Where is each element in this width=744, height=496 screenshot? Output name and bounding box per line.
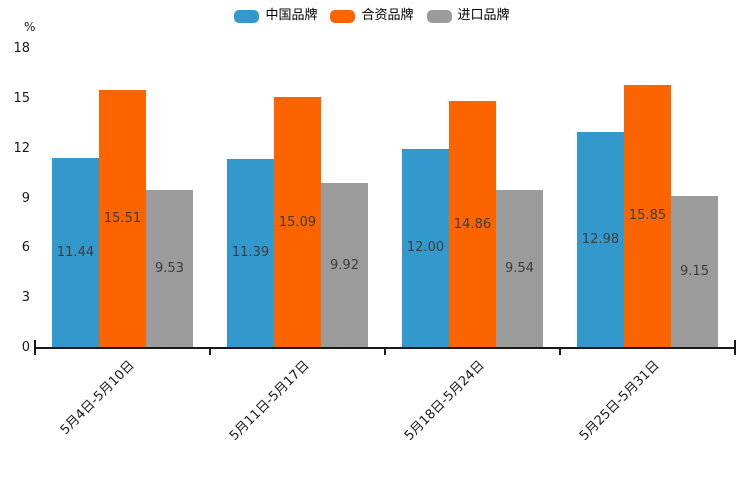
x-axis-tick <box>559 348 561 355</box>
x-category-label: 5月18日-5月24日 <box>401 358 488 444</box>
bar <box>99 90 146 348</box>
x-axis-tick <box>734 340 736 355</box>
bar <box>52 157 99 348</box>
bar-value-label: 15.09 <box>278 214 317 230</box>
x-category-label: 5月4日-5月10日 <box>57 358 138 438</box>
legend-item[interactable]: 中国品牌 <box>234 8 317 24</box>
bar-value-label: 15.85 <box>628 208 667 224</box>
bar-value-label: 14.86 <box>453 216 492 232</box>
bar-value-label: 12.00 <box>406 240 445 256</box>
bar <box>274 97 321 348</box>
x-axis-tick <box>209 348 211 355</box>
y-tick-label: 0 <box>21 340 30 355</box>
legend-swatch-icon <box>234 9 260 23</box>
x-axis-tick <box>34 340 36 355</box>
bar-value-label: 9.53 <box>155 260 184 276</box>
bar <box>449 101 496 348</box>
bar-value-label: 12.98 <box>581 232 620 248</box>
legend: 中国品牌 合资品牌 进口品牌 <box>0 8 744 24</box>
bar-value-label: 9.15 <box>680 264 709 279</box>
x-category-label: 5月11日-5月17日 <box>226 358 313 444</box>
bar <box>671 196 718 348</box>
legend-item[interactable]: 合资品牌 <box>330 8 414 24</box>
bar <box>577 132 624 348</box>
legend-label: 进口品牌 <box>457 8 510 23</box>
legend-label: 合资品牌 <box>361 8 414 23</box>
legend-swatch-icon <box>426 9 452 23</box>
bar <box>402 148 449 348</box>
legend-item[interactable]: 进口品牌 <box>426 8 510 24</box>
y-tick-label: 15 <box>13 90 30 106</box>
x-axis-tick <box>384 348 386 355</box>
legend-label: 中国品牌 <box>265 8 318 23</box>
bar-value-label: 15.51 <box>103 211 142 227</box>
bar <box>624 84 671 348</box>
x-category-label: 5月25日-5月31日 <box>576 358 663 444</box>
y-tick-label: 3 <box>21 290 30 306</box>
y-tick-label: 9 <box>21 190 30 206</box>
bar <box>146 189 193 348</box>
bar-value-label: 11.44 <box>56 244 95 260</box>
bar-value-label: 9.54 <box>505 260 534 276</box>
y-tick-label: 18 <box>13 41 30 56</box>
bar <box>321 183 368 348</box>
y-axis-unit-label: % <box>24 20 36 34</box>
bar-value-label: 11.39 <box>231 245 270 261</box>
y-tick-label: 12 <box>13 140 30 156</box>
bar <box>496 189 543 348</box>
bar-value-label: 9.92 <box>330 257 359 273</box>
bar <box>227 158 274 348</box>
y-tick-label: 6 <box>21 240 30 256</box>
legend-swatch-icon <box>330 9 356 23</box>
